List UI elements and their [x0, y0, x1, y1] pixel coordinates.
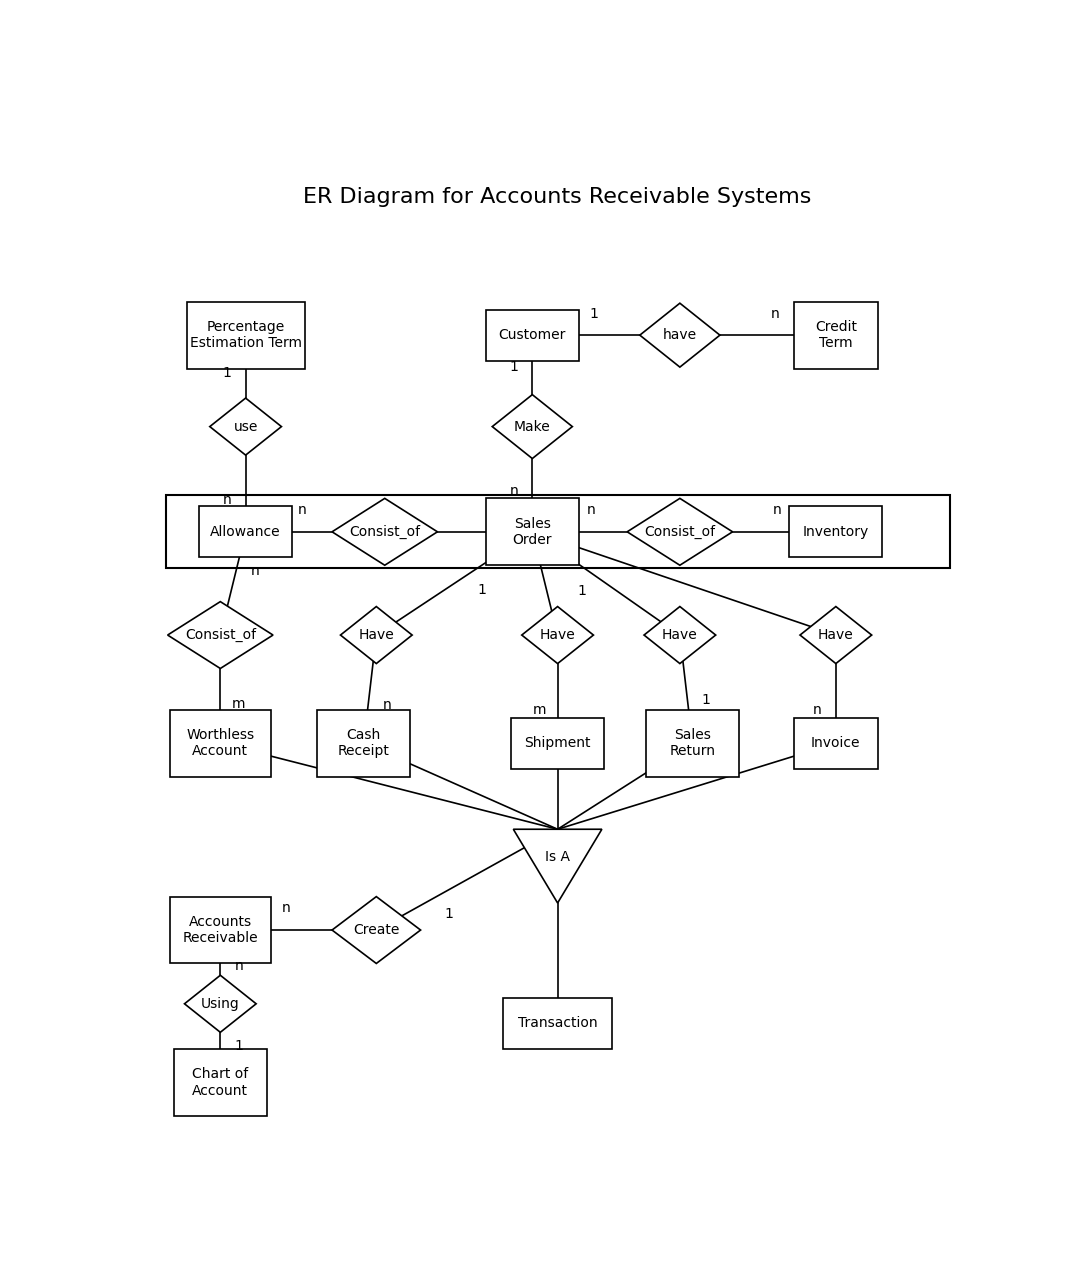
Polygon shape	[492, 395, 572, 458]
Text: use: use	[234, 420, 258, 434]
Text: Consist_of: Consist_of	[349, 525, 420, 539]
Text: Consist_of: Consist_of	[644, 525, 716, 539]
FancyBboxPatch shape	[646, 710, 739, 776]
Text: Have: Have	[540, 628, 576, 642]
Polygon shape	[185, 976, 256, 1032]
Polygon shape	[341, 607, 412, 664]
Polygon shape	[168, 601, 273, 668]
Text: Have: Have	[358, 628, 394, 642]
Text: Percentage
Estimation Term: Percentage Estimation Term	[189, 321, 301, 350]
Text: Create: Create	[354, 923, 399, 937]
Text: Sales
Order: Sales Order	[512, 517, 552, 547]
Polygon shape	[644, 607, 716, 664]
Text: n: n	[223, 493, 232, 507]
Text: Cash
Receipt: Cash Receipt	[337, 728, 390, 759]
Text: n: n	[509, 484, 518, 498]
Text: Accounts
Receivable: Accounts Receivable	[183, 914, 258, 945]
Text: Customer: Customer	[498, 328, 566, 342]
FancyBboxPatch shape	[187, 301, 305, 369]
Text: Consist_of: Consist_of	[185, 628, 256, 642]
Text: n: n	[586, 503, 595, 517]
FancyBboxPatch shape	[793, 718, 878, 769]
Text: n: n	[813, 702, 821, 716]
FancyBboxPatch shape	[486, 309, 579, 360]
Text: n: n	[282, 902, 290, 916]
Text: Chart of
Account: Chart of Account	[193, 1068, 248, 1097]
Text: Allowance: Allowance	[210, 525, 281, 539]
FancyBboxPatch shape	[790, 506, 882, 557]
Text: n: n	[298, 503, 307, 517]
Text: Have: Have	[818, 628, 854, 642]
Text: 1: 1	[590, 306, 598, 321]
Text: Using: Using	[201, 997, 239, 1011]
FancyBboxPatch shape	[199, 506, 292, 557]
Text: Is A: Is A	[545, 850, 570, 865]
FancyBboxPatch shape	[511, 718, 604, 769]
Text: Worthless
Account: Worthless Account	[186, 728, 255, 759]
Text: Credit
Term: Credit Term	[815, 321, 857, 350]
Text: 1: 1	[478, 584, 486, 598]
Text: 1: 1	[702, 692, 710, 706]
Text: Make: Make	[514, 420, 551, 434]
Text: Transaction: Transaction	[518, 1016, 597, 1031]
Text: 1: 1	[444, 907, 454, 921]
FancyBboxPatch shape	[503, 997, 613, 1048]
FancyBboxPatch shape	[170, 896, 271, 963]
FancyBboxPatch shape	[793, 301, 878, 369]
Text: n: n	[771, 306, 780, 321]
Polygon shape	[522, 607, 593, 664]
Polygon shape	[210, 398, 282, 455]
Polygon shape	[332, 498, 437, 566]
FancyBboxPatch shape	[170, 710, 271, 776]
Text: ER Diagram for Accounts Receivable Systems: ER Diagram for Accounts Receivable Syste…	[304, 188, 812, 207]
Text: Sales
Return: Sales Return	[669, 728, 716, 759]
FancyBboxPatch shape	[486, 498, 579, 566]
Polygon shape	[332, 896, 421, 963]
Text: m: m	[532, 702, 546, 716]
Text: have: have	[663, 328, 697, 342]
Text: Invoice: Invoice	[812, 737, 861, 750]
Text: 1: 1	[577, 585, 586, 599]
FancyBboxPatch shape	[318, 710, 410, 776]
Text: n: n	[235, 959, 244, 973]
Text: m: m	[232, 696, 246, 710]
Text: 1: 1	[509, 360, 518, 374]
Polygon shape	[640, 303, 720, 366]
Text: Inventory: Inventory	[803, 525, 869, 539]
Text: 1: 1	[223, 366, 232, 381]
Text: n: n	[382, 699, 392, 713]
Text: n: n	[251, 563, 260, 577]
Text: Shipment: Shipment	[524, 737, 591, 750]
Polygon shape	[514, 829, 602, 903]
Text: Have: Have	[662, 628, 697, 642]
Text: 1: 1	[234, 1039, 244, 1054]
Polygon shape	[627, 498, 732, 566]
Text: n: n	[772, 503, 781, 517]
FancyBboxPatch shape	[174, 1048, 267, 1116]
Polygon shape	[800, 607, 871, 664]
